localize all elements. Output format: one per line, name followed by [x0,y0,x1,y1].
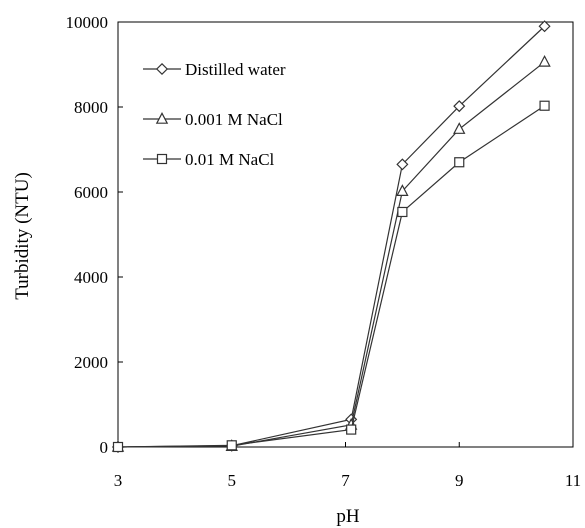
y-axis-title: Turbidity (NTU) [12,172,33,300]
series-line-distilled-water [117,25,545,448]
y-tick-label: 8000 [74,98,108,117]
y-tick-label: 6000 [74,183,108,202]
data-point-0-01-m-nacl [397,206,408,218]
legend: Distilled water 0.001 M NaCl 0.01 M NaCl [143,60,286,169]
x-tick-label: 3 [114,471,123,490]
x-tick-label: 11 [565,471,581,490]
data-point-0-001-m-nacl [396,184,409,196]
plot-frame [117,21,574,448]
series-group [111,20,551,454]
data-point-0-01-m-nacl [454,157,465,168]
data-point-0-01-m-nacl [112,441,124,453]
data-point-distilled-water [538,20,551,33]
x-axis-title: pH [336,506,360,527]
legend-marker-0-001-m-nacl [155,112,169,124]
legend-label-0.01m-nacl: 0.01 M NaCl [185,150,275,169]
data-point-0-01-m-nacl [226,440,237,451]
x-tick-label: 7 [341,471,350,490]
x-tick-label: 5 [228,471,237,490]
y-tick-label: 0 [100,438,109,457]
legend-marker-distilled-water [155,62,169,76]
series-line-0-01-m-nacl [117,105,545,448]
data-point-0-01-m-nacl [539,100,550,111]
data-point-0-001-m-nacl [453,122,466,134]
legend-label-0.001m-nacl: 0.001 M NaCl [185,110,283,129]
data-point-distilled-water [396,158,409,171]
axes: 0 2000 4000 6000 8000 10000 3 5 7 9 11 [66,13,582,490]
data-point-0-001-m-nacl [538,54,551,67]
series-line-0-001-m-nacl [117,61,545,448]
legend-label-distilled-water: Distilled water [185,60,286,79]
y-tick-label: 4000 [74,268,108,287]
data-point-distilled-water [453,100,466,113]
data-point-0-01-m-nacl [346,424,357,435]
y-tick-label: 10000 [66,13,109,32]
y-tick-label: 2000 [74,353,108,372]
x-tick-label: 9 [455,471,464,490]
legend-marker-0-01-m-nacl [156,153,168,165]
